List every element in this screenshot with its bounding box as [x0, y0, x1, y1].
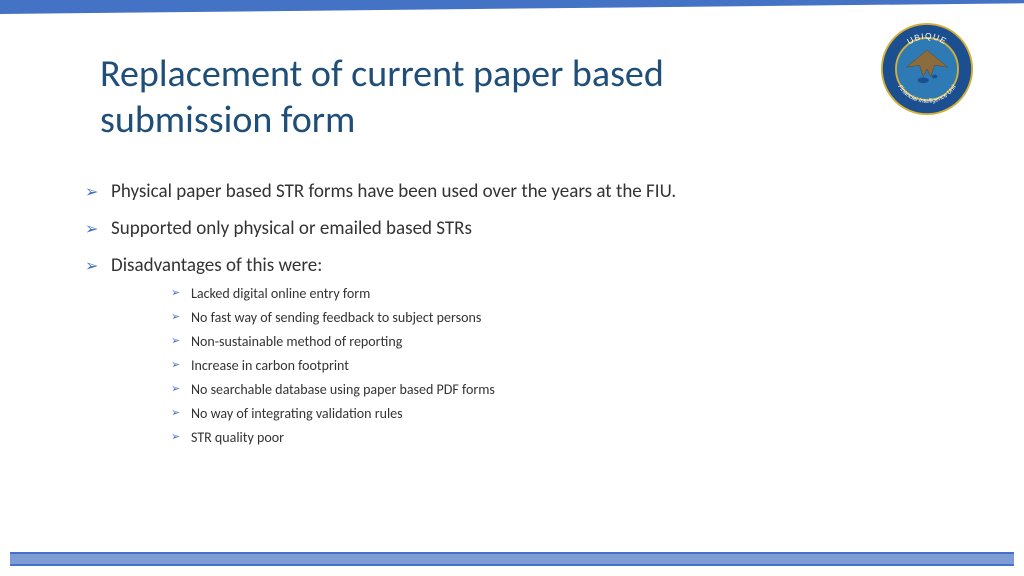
sub-bullet-item: Increase in carbon footprint [171, 357, 964, 374]
slide: UBIQUE Financial Intelligence Unit Repla… [0, 0, 1024, 576]
organization-logo: UBIQUE Financial Intelligence Unit [880, 22, 974, 116]
sub-bullet-item: STR quality poor [171, 429, 964, 446]
bullet-text: Disadvantages of this were: [111, 254, 322, 277]
sub-bullet-item: No searchable database using paper based… [171, 381, 964, 398]
bullet-item: Supported only physical or emailed based… [85, 217, 964, 240]
sub-bullet-item: No fast way of sending feedback to subje… [171, 309, 964, 326]
bottom-accent-bar [10, 552, 1014, 566]
sub-bullet-list: Lacked digital online entry form No fast… [171, 285, 964, 446]
bullet-text: Supported only physical or emailed based… [111, 217, 472, 240]
sub-bullet-item: Lacked digital online entry form [171, 285, 964, 302]
slide-content: Physical paper based STR forms have been… [85, 180, 964, 460]
top-accent-bar [0, 0, 1024, 14]
bullet-list: Physical paper based STR forms have been… [85, 180, 964, 446]
bullet-item: Disadvantages of this were: Lacked digit… [85, 254, 964, 446]
slide-title: Replacement of current paper based submi… [100, 52, 800, 143]
sub-bullet-item: Non-sustainable method of reporting [171, 333, 964, 350]
sub-bullet-item: No way of integrating validation rules [171, 405, 964, 422]
bullet-text: Physical paper based STR forms have been… [111, 180, 676, 203]
bullet-item: Physical paper based STR forms have been… [85, 180, 964, 203]
